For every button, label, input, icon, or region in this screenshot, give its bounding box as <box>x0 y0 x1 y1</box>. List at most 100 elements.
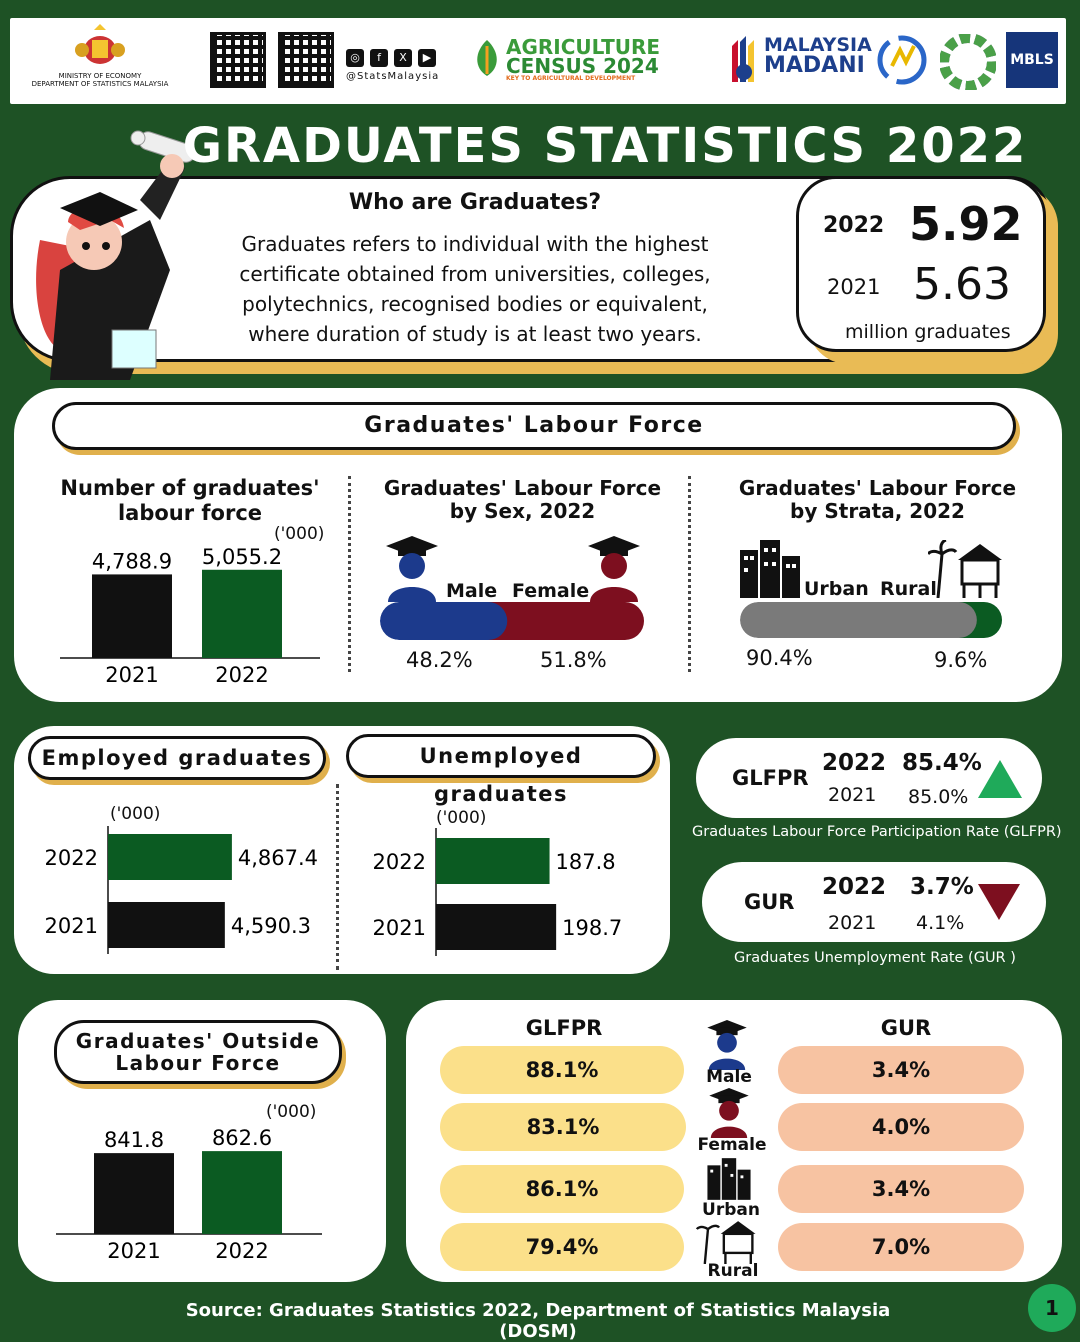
glfpr-value-2021: 85.0% <box>908 786 969 808</box>
madani-emblem-icon <box>732 36 754 82</box>
gur-caption: Graduates Unemployment Rate (GUR ) <box>734 950 1016 966</box>
intro-line-3: polytechnics, recognised bodies or equiv… <box>242 292 708 316</box>
ministry-line-2: DEPARTMENT OF STATISTICS MALAYSIA <box>31 80 169 88</box>
lf-bar-2021 <box>92 574 172 658</box>
gur-male: 3.4% <box>778 1046 1024 1094</box>
row-label-female: Female <box>697 1135 767 1155</box>
outside-title: Graduates' Outside Labour Force <box>54 1020 342 1084</box>
emp-bar-2022 <box>108 834 232 880</box>
sex-title-line-2: by Sex, 2022 <box>449 499 596 523</box>
female-label: Female <box>512 580 590 602</box>
emp-bar-2021 <box>108 902 225 948</box>
intro-line-1: Graduates refers to individual with the … <box>241 232 709 256</box>
number-title-line-2: labour force <box>117 501 263 525</box>
glfpr-abbr: GLFPR <box>732 766 809 790</box>
gur-value-2021: 4.1% <box>916 912 965 934</box>
unemployed-unit: ('000) <box>436 808 487 828</box>
malaysia-madani-logo: MALAYSIA MADANI <box>728 34 878 82</box>
x-icon[interactable]: X <box>394 49 412 67</box>
unemp-bar-2022 <box>436 838 550 884</box>
employed-unit: ('000) <box>110 804 161 824</box>
sex-title: Graduates' Labour Force by Sex, 2022 <box>370 477 675 523</box>
strata-segment-urban <box>740 602 977 638</box>
unemp-value-2021: 198.7 <box>562 916 622 940</box>
glfpr-value-2022: 85.4% <box>902 750 982 776</box>
madani-line-2: MADANI <box>764 53 865 78</box>
instagram-icon[interactable]: ◎ <box>346 49 364 67</box>
madani-line-1: MALAYSIA <box>764 34 872 56</box>
female-graduate-icon <box>588 536 640 602</box>
total-value-2022: 5.92 <box>909 197 1023 251</box>
sex-split-bar <box>380 602 644 640</box>
female-icon-small <box>709 1088 749 1138</box>
labour-force-unit: ('000) <box>274 524 325 544</box>
outside-title-line-1: Graduates' Outside <box>75 1029 321 1053</box>
glfpr-rural: 79.4% <box>440 1223 684 1271</box>
page-title: GRADUATES STATISTICS 2022 <box>182 118 1028 174</box>
labour-force-chart: 4,788.9 2021 5,055.2 2022 <box>60 545 320 687</box>
header-bar: MINISTRY OF ECONOMY DEPARTMENT OF STATIS… <box>10 18 1066 104</box>
out-bar-2022 <box>202 1151 282 1234</box>
down-arrow-icon <box>978 884 1020 920</box>
total-unit: million graduates <box>845 321 1011 343</box>
total-year-2021: 2021 <box>827 275 881 299</box>
up-arrow-icon <box>978 760 1022 798</box>
intro-text: Who are Graduates? Graduates refers to i… <box>210 190 740 349</box>
glfpr-female: 83.1% <box>440 1103 686 1151</box>
employed-title: Employed graduates <box>28 736 326 780</box>
unemp-ylabel-2021: 2021 <box>373 916 426 940</box>
male-graduate-icon <box>386 536 438 602</box>
urban-label: Urban <box>804 578 869 600</box>
diploma-icon <box>130 130 196 163</box>
gur-rural: 7.0% <box>778 1223 1024 1271</box>
facebook-icon[interactable]: f <box>370 49 388 67</box>
sdg-wheel-icon <box>940 34 996 90</box>
breakdown-gur-head: GUR <box>880 1016 932 1040</box>
unemployed-chart: 187.8 2022 198.7 2021 <box>373 828 622 956</box>
number-title-line-1: Number of graduates' <box>60 476 320 500</box>
urban-percent: 90.4% <box>746 646 813 670</box>
census-line-1: AGRICULTURE <box>506 35 661 59</box>
unemp-value-2022: 187.8 <box>556 850 616 874</box>
mbls-logo: MBLS <box>1006 32 1058 88</box>
glfpr-male: 88.1% <box>440 1046 684 1094</box>
out-bar-2021 <box>94 1153 174 1234</box>
gur-year-2022: 2022 <box>822 874 887 900</box>
divider-1 <box>348 476 351 672</box>
strata-split-bar <box>740 602 1002 638</box>
urban-icon-small <box>707 1158 751 1200</box>
intro-line-2: certificate obtained from universities, … <box>239 262 711 286</box>
labour-force-section-title: Graduates' Labour Force <box>52 402 1016 450</box>
qr-code-2[interactable] <box>278 32 334 88</box>
gur-abbr: GUR <box>744 890 795 914</box>
strata-title-line-1: Graduates' Labour Force <box>738 476 1017 500</box>
out-xlabel-2021: 2021 <box>107 1239 160 1263</box>
strata-group <box>740 602 1002 638</box>
totals-box: 2022 5.92 2021 5.63 million graduates <box>796 176 1046 352</box>
statistics-anniversary-icon <box>877 35 927 85</box>
census-tagline: KEY TO AGRICULTURAL DEVELOPMENT <box>506 75 636 82</box>
unemp-ylabel-2022: 2022 <box>373 850 426 874</box>
strata-title: Graduates' Labour Force by Strata, 2022 <box>720 477 1035 523</box>
qr-code-1[interactable] <box>210 32 266 88</box>
female-percent: 51.8% <box>540 648 607 672</box>
lf-value-2022: 5,055.2 <box>202 545 282 569</box>
glfpr-box: GLFPR 2022 85.4% 2021 85.0% <box>696 738 1042 818</box>
social-links: ◎ f X ▶ @StatsMalaysia <box>346 46 466 82</box>
emp-ylabel-2022: 2022 <box>45 846 98 870</box>
out-value-2022: 862.6 <box>212 1126 272 1150</box>
row-label-urban: Urban <box>702 1200 760 1220</box>
row-label-male: Male <box>706 1067 752 1087</box>
sex-segment-female <box>488 602 644 640</box>
total-value-2021: 5.63 <box>913 259 1011 310</box>
unemployed-title: Unemployed graduates <box>346 734 656 806</box>
intro-line-4: where duration of study is at least two … <box>248 322 702 346</box>
glfpr-year-2022: 2022 <box>822 750 887 776</box>
youtube-icon[interactable]: ▶ <box>418 49 436 67</box>
rural-house-icon <box>928 540 1002 598</box>
lf-value-2021: 4,788.9 <box>92 549 172 573</box>
outside-unit: ('000) <box>266 1102 317 1122</box>
glfpr-caption: Graduates Labour Force Participation Rat… <box>692 824 1062 840</box>
rural-icon-small <box>695 1221 756 1264</box>
out-xlabel-2022: 2022 <box>215 1239 268 1263</box>
